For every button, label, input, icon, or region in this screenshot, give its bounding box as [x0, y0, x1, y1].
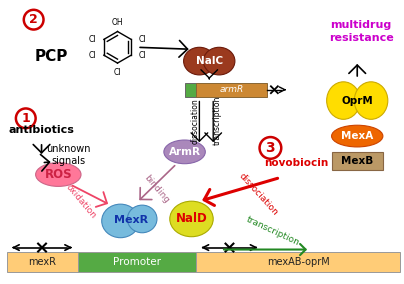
Text: oxidation: oxidation — [64, 182, 98, 220]
Text: unknown
signals: unknown signals — [46, 144, 90, 166]
Text: MexA: MexA — [341, 131, 373, 141]
Text: mexR: mexR — [29, 257, 57, 267]
Bar — [7, 252, 78, 272]
Ellipse shape — [127, 205, 157, 233]
Text: Cl: Cl — [88, 35, 96, 44]
Ellipse shape — [354, 82, 388, 119]
Bar — [196, 83, 267, 97]
Text: PCP: PCP — [35, 49, 68, 64]
Text: OH: OH — [112, 18, 123, 27]
Text: NalD: NalD — [176, 212, 207, 225]
Text: Promoter: Promoter — [113, 257, 161, 267]
Text: Cl: Cl — [139, 35, 147, 44]
Text: Cl: Cl — [88, 51, 96, 60]
Text: mexAB-oprM: mexAB-oprM — [267, 257, 329, 267]
Text: binding: binding — [143, 174, 171, 205]
Text: antibiotics: antibiotics — [8, 125, 74, 135]
Text: 3: 3 — [265, 141, 275, 155]
Text: ROS: ROS — [44, 168, 72, 181]
Ellipse shape — [170, 201, 213, 237]
Ellipse shape — [36, 163, 81, 186]
Ellipse shape — [203, 47, 235, 75]
Bar — [185, 83, 196, 97]
Text: dissociation: dissociation — [191, 98, 200, 144]
Text: transcription: transcription — [213, 96, 222, 145]
Text: Cl: Cl — [114, 68, 121, 77]
Bar — [196, 252, 400, 272]
Text: 1: 1 — [21, 112, 30, 125]
Text: novobiocin: novobiocin — [264, 158, 328, 168]
Text: MexR: MexR — [114, 215, 148, 225]
Text: dissociation: dissociation — [237, 171, 280, 217]
Bar — [78, 252, 196, 272]
Ellipse shape — [327, 82, 360, 119]
Text: MexB: MexB — [341, 156, 373, 166]
Bar — [332, 152, 383, 170]
Text: 2: 2 — [29, 13, 38, 26]
Ellipse shape — [102, 204, 139, 238]
Text: OprM: OprM — [341, 96, 373, 106]
Text: transcription: transcription — [244, 214, 301, 247]
Ellipse shape — [164, 140, 205, 164]
Text: ArmR: ArmR — [168, 147, 201, 157]
Text: multidrug
resistance: multidrug resistance — [329, 20, 393, 43]
Text: armR: armR — [220, 85, 244, 94]
Ellipse shape — [183, 47, 215, 75]
Text: NalC: NalC — [196, 56, 223, 66]
Ellipse shape — [332, 125, 383, 147]
Text: Cl: Cl — [139, 51, 147, 60]
